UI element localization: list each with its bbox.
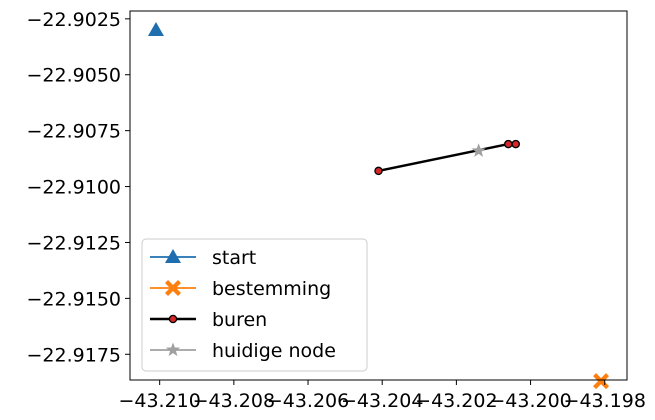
legend-label: buren	[212, 309, 267, 331]
legend: start bestemming buren huidige node	[141, 238, 368, 372]
data-point	[593, 373, 610, 390]
series-buren	[374, 139, 520, 176]
data-point	[511, 139, 520, 149]
series-huidige-node	[471, 143, 486, 157]
series-start	[147, 22, 164, 37]
y-tick-label: −22.9025	[27, 9, 122, 31]
y-tick-label: −22.9100	[27, 177, 122, 199]
axes-ticks: −43.210−43.208−43.206−43.204−43.202−43.2…	[27, 9, 646, 412]
legend-label: huidige node	[212, 340, 336, 362]
plot-area	[147, 22, 610, 390]
legend-item: huidige node	[150, 340, 336, 362]
legend-box	[141, 238, 368, 372]
legend-label: start	[212, 247, 256, 269]
x-tick-label: −43.210	[118, 390, 200, 412]
data-point	[374, 166, 383, 176]
legend-marker	[168, 314, 178, 324]
x-tick-label: −43.202	[415, 390, 497, 412]
y-tick-label: −22.9050	[27, 65, 122, 87]
legend-marker	[165, 280, 181, 296]
legend-item: buren	[150, 309, 267, 331]
x-tick-label: −43.204	[341, 390, 423, 412]
y-tick-label: −22.9075	[27, 121, 122, 143]
legend-item: start	[150, 247, 256, 269]
legend-item: bestemming	[150, 278, 331, 300]
data-point	[471, 143, 486, 157]
legend-marker	[165, 342, 181, 357]
series-line	[378, 142, 509, 173]
x-tick-label: −43.206	[267, 390, 349, 412]
data-point	[147, 22, 164, 37]
y-tick-label: −22.9150	[27, 288, 122, 310]
data-point	[504, 139, 513, 149]
y-tick-label: −22.9175	[27, 344, 122, 366]
legend-label: bestemming	[212, 278, 331, 300]
x-tick-label: −43.198	[564, 390, 646, 412]
x-tick-label: −43.208	[193, 390, 275, 412]
y-tick-label: −22.9125	[27, 232, 122, 254]
axes-frame	[129, 10, 628, 381]
series-bestemming	[593, 373, 610, 390]
legend-marker	[165, 249, 181, 263]
x-tick-label: −43.200	[489, 390, 571, 412]
